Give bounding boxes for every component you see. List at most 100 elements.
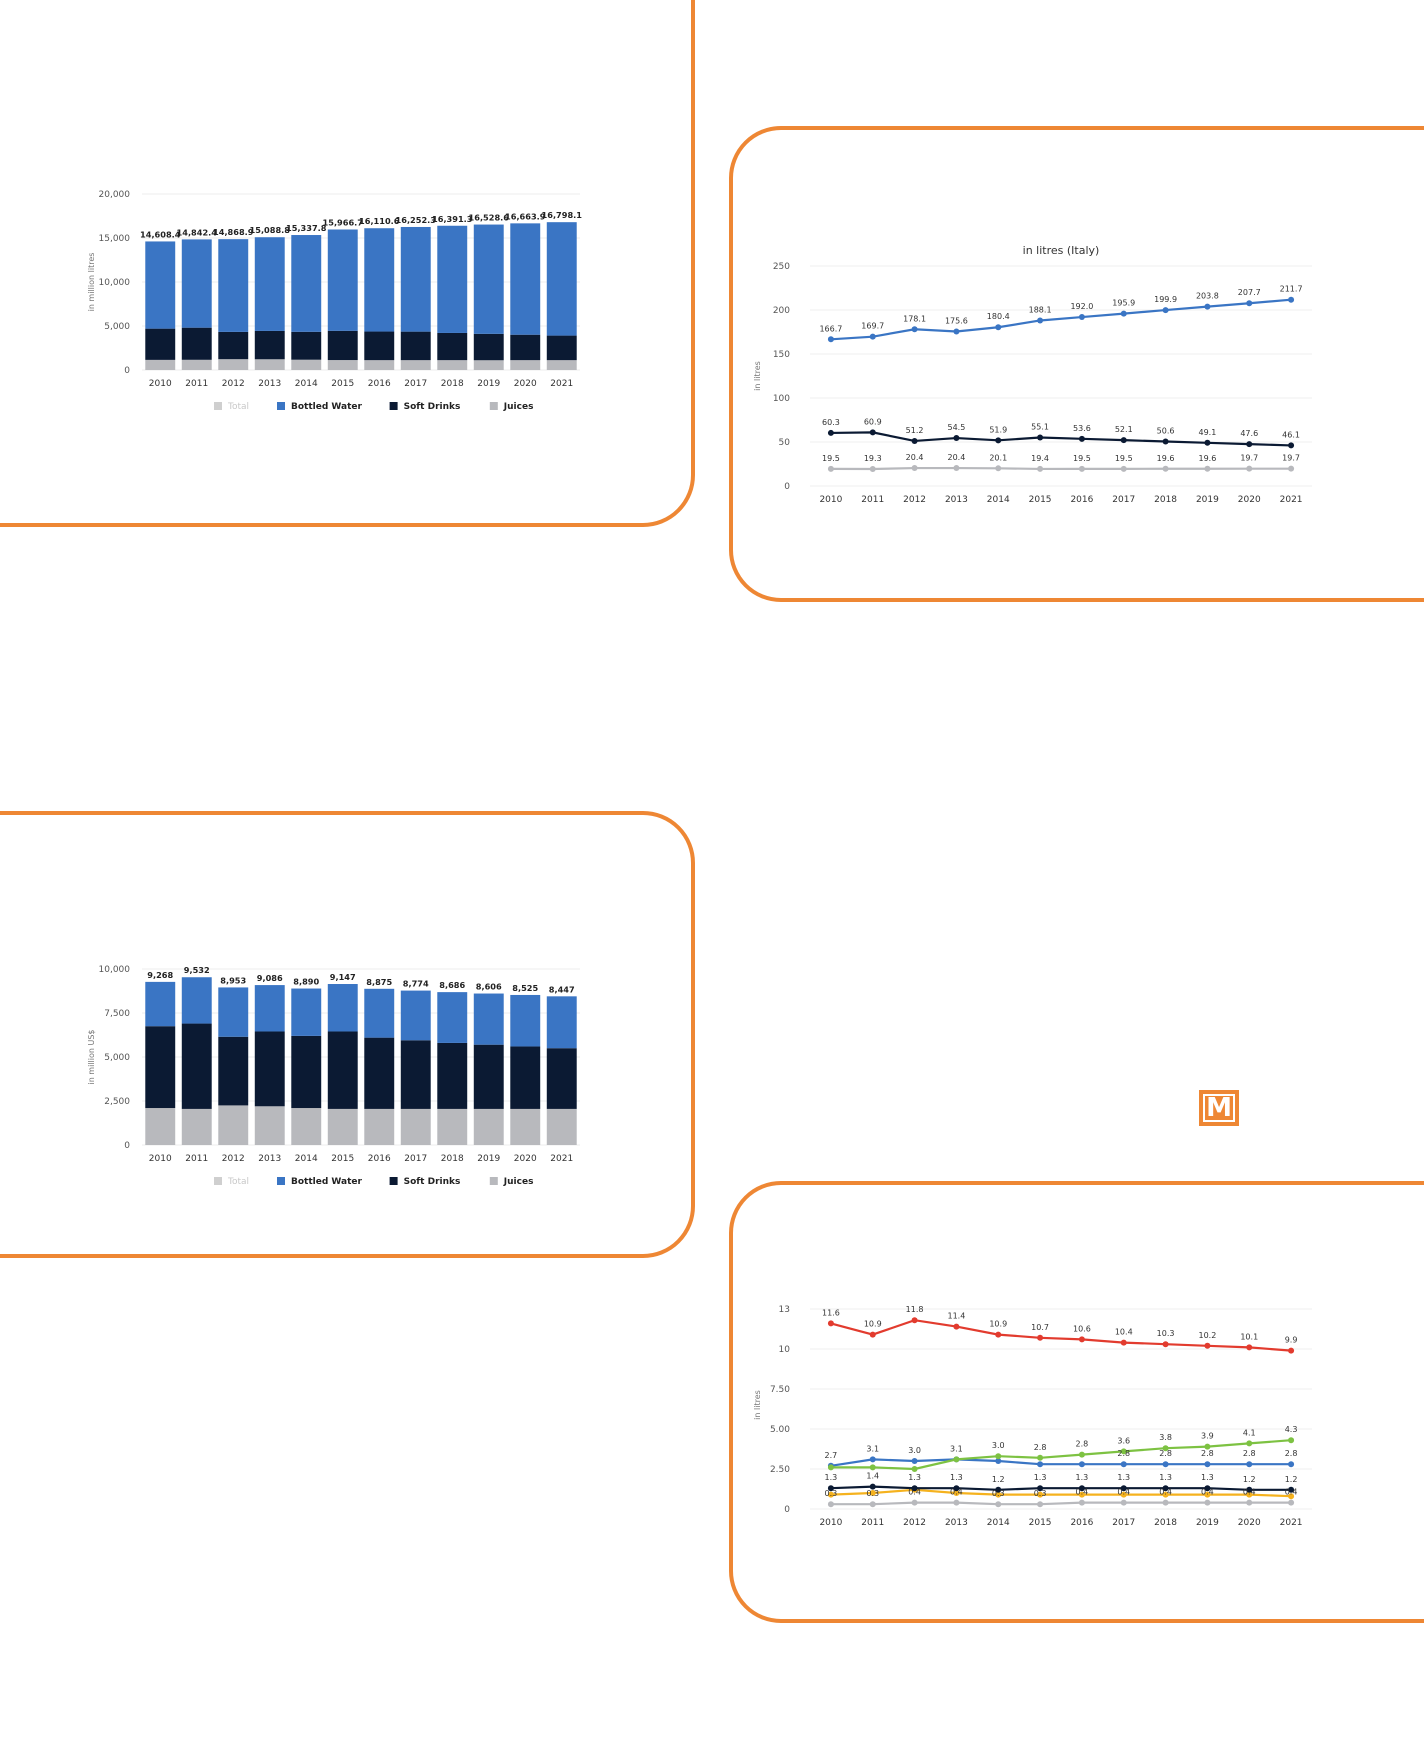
data-point-juices [1204, 465, 1211, 472]
data-label-orange-juice: 2.8 [1117, 1449, 1130, 1458]
x-tick-label: 2013 [258, 1154, 281, 1164]
y-tick-label: 5,000 [104, 1053, 130, 1063]
data-label-juices: 19.3 [864, 454, 882, 463]
data-point-grapefruit-juice [1288, 1499, 1295, 1506]
bar-segment-soft-drinks [546, 335, 577, 361]
data-label-soft-drinks: 52.1 [1115, 425, 1133, 434]
bar-total-label: 9,532 [184, 965, 210, 975]
data-point-bottled-water [1162, 307, 1169, 314]
data-label-bottled-water: 192.0 [1070, 302, 1093, 311]
data-point-grape-juice [953, 1456, 960, 1463]
bar-total-label: 16,391.3 [432, 214, 473, 224]
bar-segment-bottled-water [546, 996, 577, 1049]
data-point-pineapple-juice [1037, 1491, 1044, 1498]
bar-total-label: 8,875 [366, 977, 392, 987]
series-line-orange-juice [830, 1458, 1292, 1467]
per-capita-line-chart: 0 50 100 150 200 250 in litres in litres (Italy… [753, 244, 1312, 505]
x-tick-label: 2019 [1196, 1518, 1219, 1528]
x-tick-label: 2015 [1029, 1518, 1052, 1528]
data-point-bottled-water [1246, 300, 1253, 307]
x-tick-label: 2016 [368, 1154, 391, 1164]
data-point-pineapple-juice [827, 1491, 834, 1498]
data-label-orange-juice: 2.8 [1159, 1449, 1172, 1458]
bar-segment-juices [291, 1108, 322, 1145]
y-tick-label: 50 [779, 438, 791, 448]
volume-stacked-bar-chart: 0 5,000 10,000 15,000 20,000 in million litre… [87, 190, 582, 412]
data-label-apple-juice: 1.3 [1201, 1473, 1214, 1482]
chart-panel-juices [729, 1181, 1424, 1623]
data-label-juices: 19.6 [1199, 454, 1217, 463]
data-label-bottled-water: 178.1 [903, 314, 926, 323]
y-axis-title: in million US$ [87, 1029, 96, 1084]
data-point-soft-drinks [827, 429, 834, 436]
data-label-soft-drinks: 47.6 [1240, 429, 1258, 438]
data-label-apple-juice: 1.3 [950, 1473, 963, 1482]
chart-title: in litres (Italy) [1023, 244, 1100, 257]
bar-total-label: 15,088.8 [250, 225, 291, 235]
data-point-pineapple-juice [1288, 1493, 1295, 1500]
x-tick-label: 2014 [295, 1154, 318, 1164]
y-tick-label: 5,000 [104, 322, 130, 332]
bar-segment-bottled-water [400, 990, 431, 1041]
revenue-stacked-bar-chart: 0 2,500 5,000 7,500 10,000 in million US$ 9,26… [87, 965, 580, 1187]
data-label-bottled-water: 195.9 [1112, 299, 1135, 308]
data-point-pineapple-juice [995, 1491, 1002, 1498]
chart-panel-per-capita [729, 126, 1424, 602]
series-line-apple-juice [830, 1485, 1292, 1491]
data-label-juices: 19.5 [822, 454, 840, 463]
x-tick-label: 2017 [1112, 495, 1135, 505]
x-tick-label: 2021 [550, 1154, 573, 1164]
data-point-grape-juice [1037, 1454, 1044, 1461]
x-tick-label: 2020 [1238, 495, 1261, 505]
data-point-bottled-water [1037, 317, 1044, 324]
data-label-grape-juice: 4.3 [1285, 1425, 1298, 1434]
bar-segment-bottled-water [181, 977, 212, 1024]
x-tick-label: 2018 [1154, 495, 1177, 505]
bar-segment-juices [181, 1108, 212, 1145]
y-axis-title: in litres [753, 361, 762, 391]
y-tick-label: 7.50 [770, 1385, 790, 1395]
bar-segment-juices [510, 1108, 541, 1145]
bar-segment-bottled-water [437, 225, 468, 333]
x-tick-label: 2020 [514, 1154, 537, 1164]
x-tick-label: 2021 [1280, 1518, 1303, 1528]
bar-total-label: 8,606 [476, 982, 502, 992]
x-tick-label: 2017 [1112, 1518, 1135, 1528]
data-point-grapefruit-juice [953, 1499, 960, 1506]
data-label-grape-juice: 4.1 [1243, 1428, 1256, 1437]
x-tick-label: 2011 [185, 1154, 208, 1164]
bar-segment-soft-drinks [437, 1042, 468, 1109]
x-tick-label: 2012 [222, 1154, 245, 1164]
legend-swatch-juices [489, 1177, 498, 1185]
data-label-apple-juice: 1.3 [825, 1473, 838, 1482]
data-label-grapefruit-juice: 0.4 [1076, 1488, 1089, 1497]
data-point-pineapple-juice [1162, 1491, 1169, 1498]
bar-segment-bottled-water [145, 241, 176, 329]
data-point-orange-juice [1078, 1461, 1085, 1468]
data-label-grapefruit-juice: 0.3 [992, 1489, 1005, 1498]
data-point-apple-juice [1037, 1485, 1044, 1492]
bar-segment-bottled-water [473, 224, 504, 334]
data-label-juices: 19.5 [1073, 454, 1091, 463]
data-label-apple-juice: 1.2 [1285, 1475, 1298, 1484]
bar-total-label: 8,525 [512, 983, 538, 993]
data-label-soft-drinks: 51.9 [989, 425, 1007, 434]
data-point-other-juices [869, 1331, 876, 1338]
data-label-orange-juice: 2.8 [1243, 1449, 1256, 1458]
y-tick-label: 100 [773, 394, 790, 404]
bar-total-label: 9,147 [330, 972, 356, 982]
data-point-orange-juice [995, 1458, 1002, 1464]
data-point-apple-juice [1162, 1485, 1169, 1492]
data-point-grape-juice [1246, 1440, 1253, 1447]
data-point-pineapple-juice [1078, 1491, 1085, 1498]
data-label-other-juices: 10.9 [864, 1320, 882, 1329]
data-point-pineapple-juice [869, 1490, 876, 1496]
data-label-grape-juice: 2.8 [1076, 1440, 1089, 1449]
data-label-grapefruit-juice: 0.3 [1034, 1489, 1047, 1498]
data-label-juices: 19.4 [1031, 454, 1049, 463]
data-point-grape-juice [1162, 1445, 1169, 1452]
data-point-orange-juice [1204, 1461, 1211, 1468]
bar-segment-soft-drinks [364, 1037, 395, 1109]
bar-total-label: 14,842.4 [177, 227, 218, 237]
data-point-soft-drinks [1120, 437, 1127, 444]
